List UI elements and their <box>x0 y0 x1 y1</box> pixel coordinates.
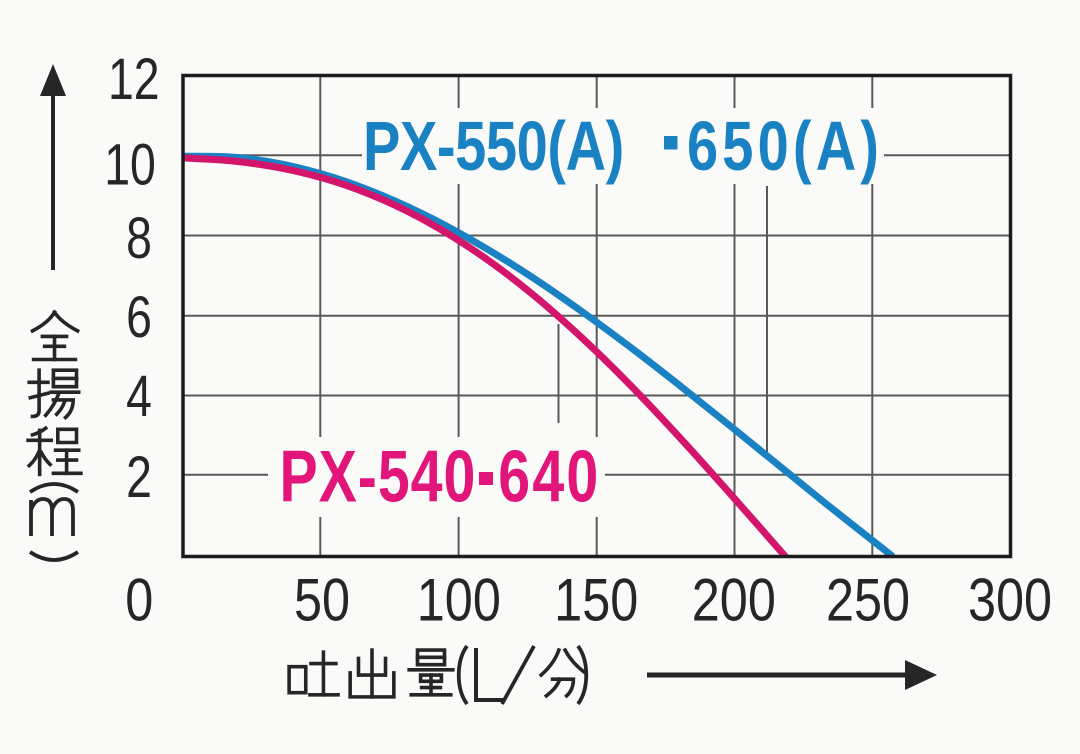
svg-text:2: 2 <box>126 445 152 510</box>
svg-text:250: 250 <box>826 566 910 633</box>
svg-text:200: 200 <box>692 566 776 633</box>
svg-text:300: 300 <box>968 566 1052 633</box>
svg-text:8: 8 <box>126 206 152 271</box>
svg-text:150: 150 <box>554 566 638 633</box>
svg-text:PX-540: PX-540 <box>280 436 477 517</box>
svg-text:6: 6 <box>126 285 152 350</box>
svg-text:650(A): 650(A) <box>687 108 883 185</box>
svg-text:10: 10 <box>104 132 156 197</box>
svg-text:12: 12 <box>108 47 160 112</box>
svg-text:640: 640 <box>498 436 600 517</box>
svg-text:50: 50 <box>294 566 350 633</box>
svg-text:PX-550(A): PX-550(A) <box>363 108 624 185</box>
svg-text:4: 4 <box>126 364 152 429</box>
svg-text:100: 100 <box>417 566 501 633</box>
svg-text:0: 0 <box>125 566 153 633</box>
